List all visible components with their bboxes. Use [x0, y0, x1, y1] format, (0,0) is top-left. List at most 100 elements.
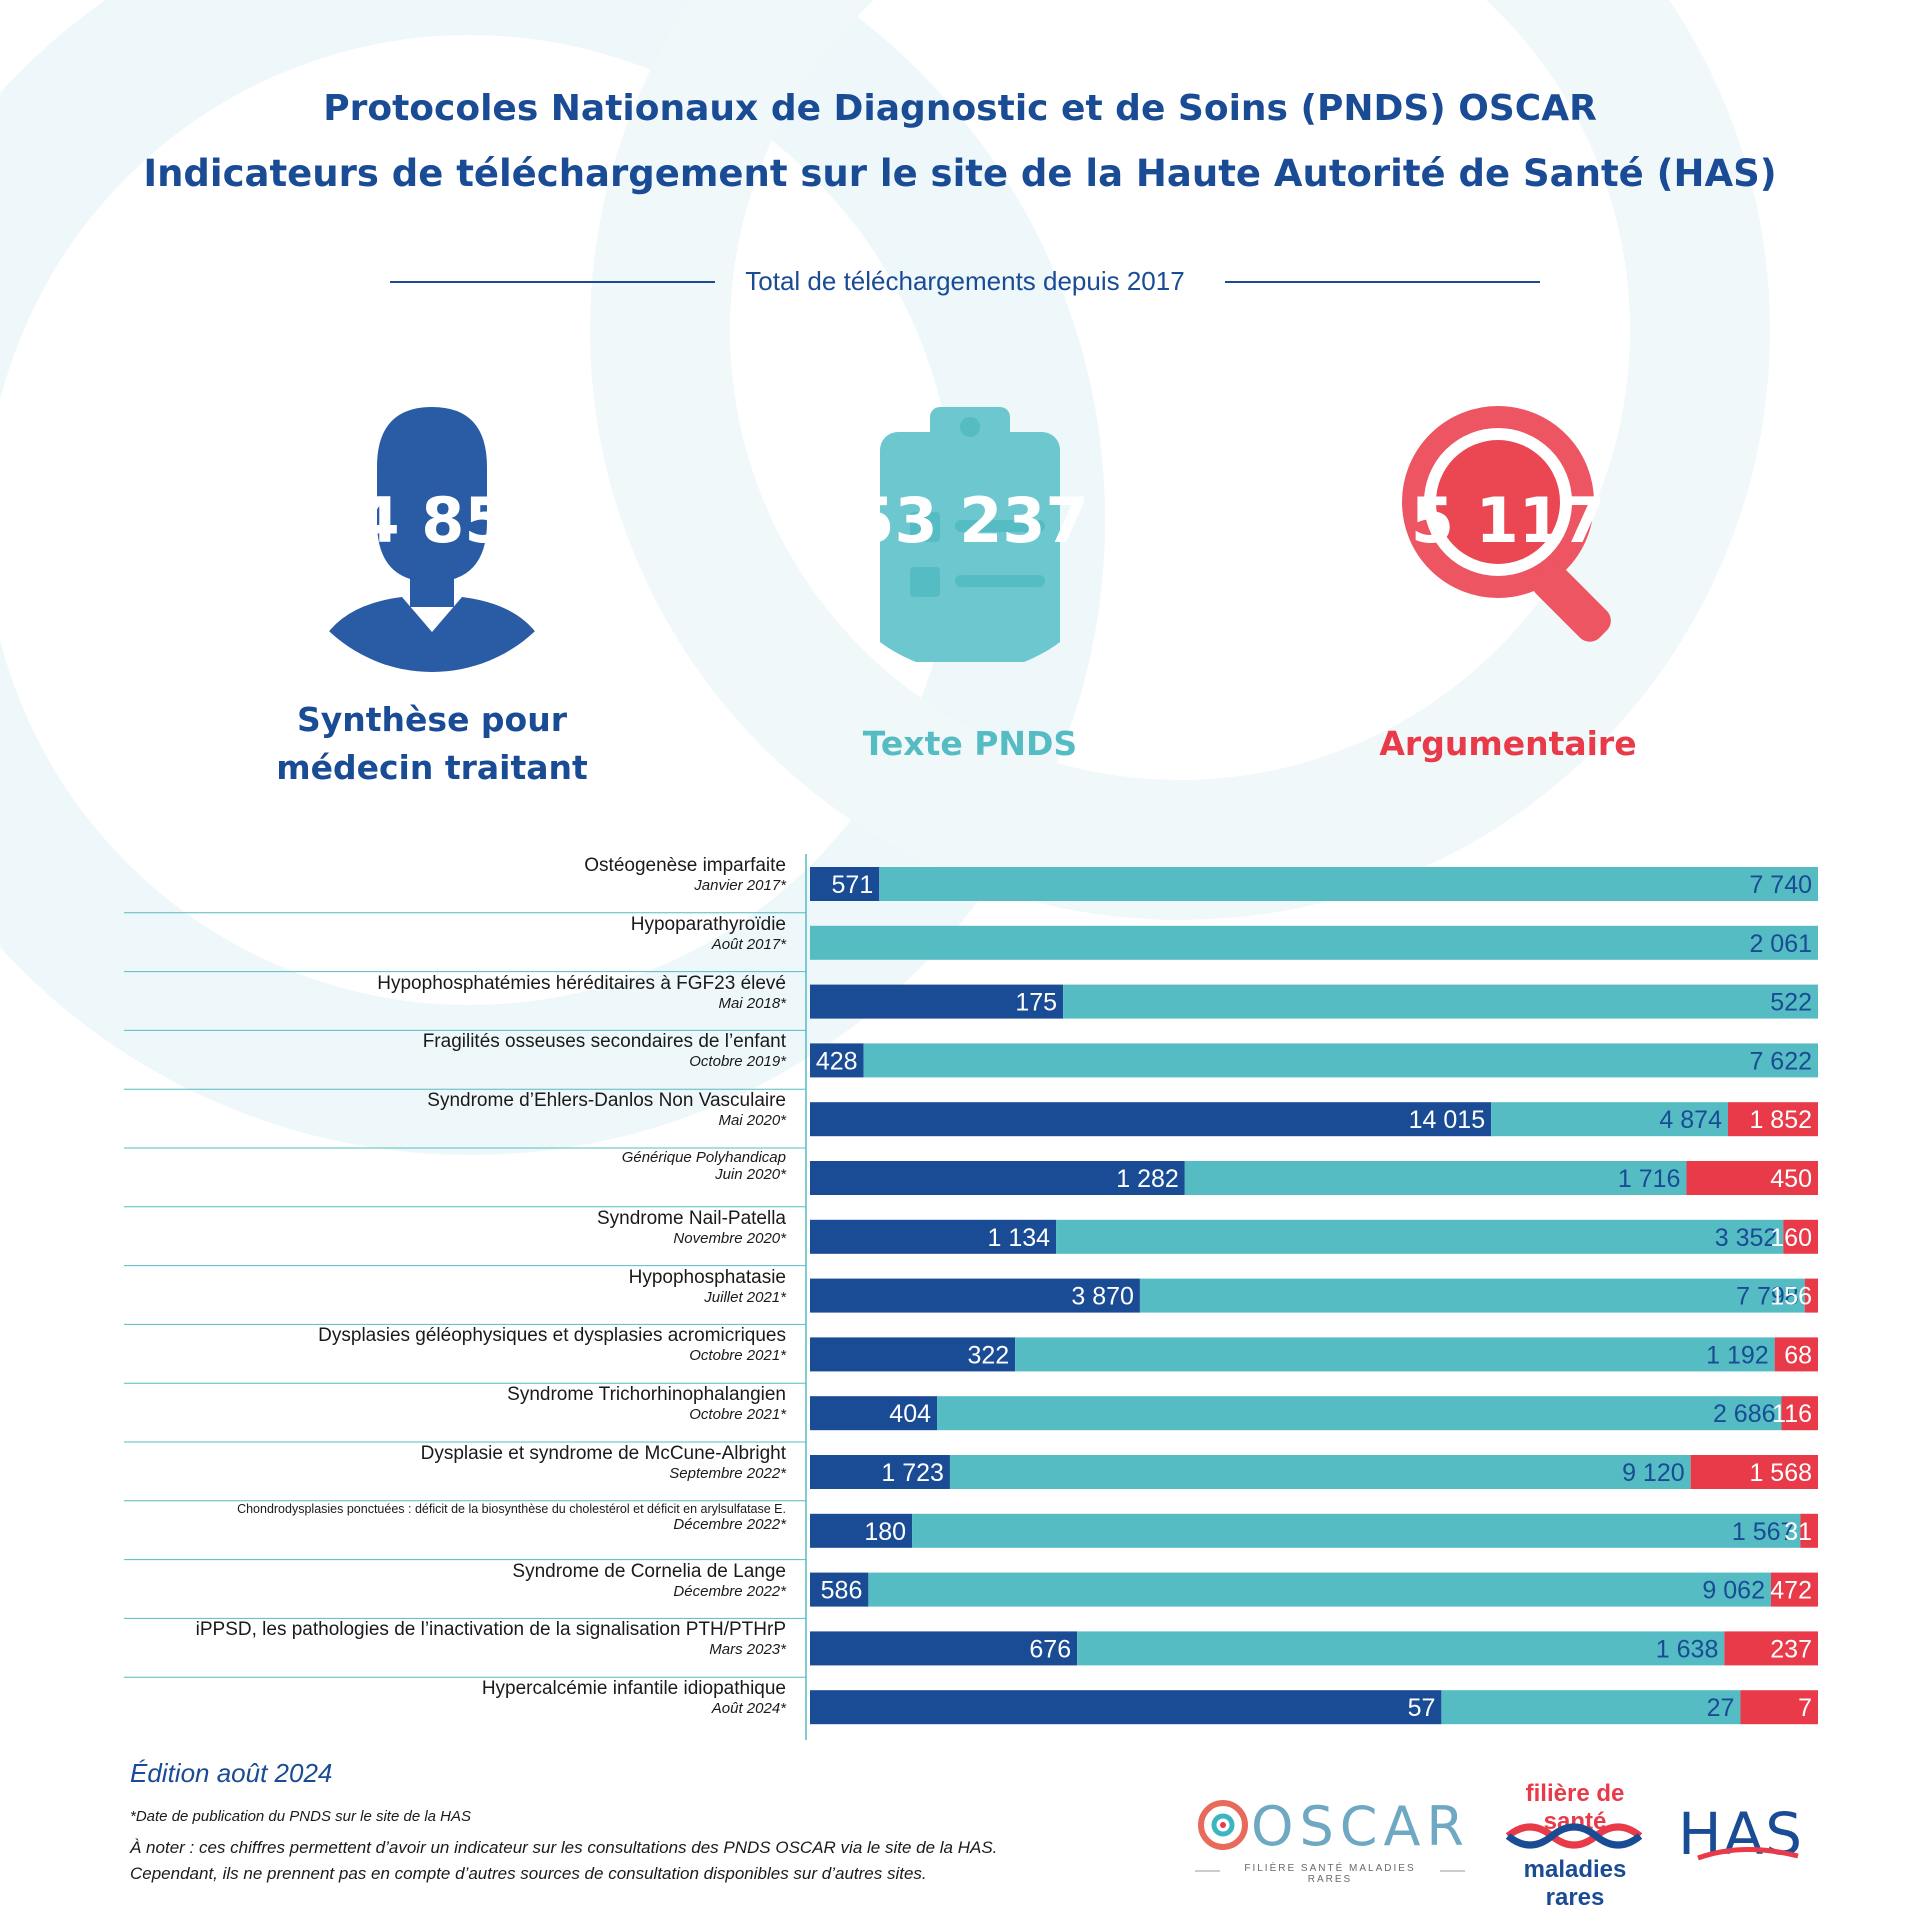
- row-label: iPPSD, les pathologies de l’inactivation…: [196, 1619, 786, 1658]
- row-label: Dysplasie et syndrome de McCune-Albright…: [421, 1443, 786, 1482]
- bar-segment-texte: [1077, 1631, 1725, 1666]
- filiere-logo: filière de santé maladies rares: [1500, 1780, 1650, 1911]
- bar-value-label: 7 622: [1749, 1047, 1812, 1075]
- row-label-name: Dysplasie et syndrome de McCune-Albright: [420, 1443, 786, 1464]
- bar-value-label: 3 870: [1071, 1283, 1134, 1311]
- bar-segment-synthese: [810, 984, 1064, 1019]
- bar-segment-synthese: [810, 1631, 1078, 1666]
- bar-segment-synthese: [810, 1278, 1140, 1313]
- total-argumentaire-circle: 5 117: [1358, 372, 1658, 672]
- bar-segment-argumentaire: [1740, 1690, 1818, 1725]
- row-label: Hypoparathyroïdie Août 2017*: [631, 914, 786, 953]
- bar-value-label: 3 352: [1715, 1224, 1778, 1252]
- bar-segment-synthese: [810, 1455, 950, 1489]
- total-synthese-value: 24 852: [313, 484, 551, 557]
- row-label-date: Mai 2020*: [718, 1112, 786, 1130]
- bar-value-label: 2 061: [1749, 930, 1812, 958]
- row-label-name: Générique Polyhandicap: [621, 1149, 786, 1166]
- subtitle-rule-left: [390, 281, 715, 283]
- bar-value-label: 676: [1029, 1635, 1071, 1663]
- bar-value-label: 1 282: [1116, 1165, 1179, 1193]
- bar-value-label: 31: [1784, 1518, 1812, 1546]
- row-label-name: Syndrome Trichorhinophalangien: [507, 1384, 786, 1406]
- row-label-date: Novembre 2020*: [673, 1229, 786, 1247]
- bar-segment-texte: [1063, 984, 1818, 1019]
- total-synthese-label: Synthèse pour médecin traitant: [232, 696, 632, 792]
- bar-value-label: 450: [1770, 1165, 1812, 1193]
- row-label-date: Décembre 2022*: [673, 1582, 786, 1600]
- row-label-name: iPPSD, les pathologies de l’inactivation…: [195, 1619, 786, 1641]
- bar-value-label: 7 798: [1736, 1283, 1799, 1311]
- bar-value-label: 522: [1770, 989, 1812, 1017]
- total-synthese-label-line2: médecin traitant: [276, 748, 588, 787]
- bar-segment-argumentaire: [1804, 1278, 1818, 1313]
- bar-segment-texte: [1441, 1690, 1741, 1725]
- filiere-logo-bottom: maladies rares: [1523, 1856, 1627, 1911]
- row-label-name: Chondrodysplasies ponctuées : déficit de…: [237, 1501, 786, 1516]
- bar-value-label: 4 874: [1659, 1106, 1722, 1134]
- bar-segment-texte: [1056, 1219, 1784, 1254]
- row-label: Syndrome Nail-Patella Novembre 2020*: [597, 1208, 786, 1247]
- bar-segment-synthese: [810, 1513, 913, 1548]
- title-line-1: Protocoles Nationaux de Diagnostic et de…: [323, 88, 1597, 129]
- publication-date-note: *Date de publication du PNDS sur le site…: [130, 1808, 472, 1825]
- oscar-logo: OSCAR FILIÈRE SANTÉ MALADIES RARES: [1195, 1785, 1465, 1885]
- bar-segment-argumentaire: [1774, 1337, 1818, 1372]
- total-argumentaire-value: 5 117: [1410, 484, 1606, 557]
- bar-value-label: 27: [1707, 1694, 1735, 1722]
- magnifier-icon: [1402, 406, 1611, 642]
- bar-value-label: 156: [1770, 1283, 1812, 1311]
- has-swoosh-icon: [1697, 1846, 1799, 1861]
- total-synthese-label-line1: Synthèse pour: [297, 700, 567, 739]
- bar-segment-synthese: [810, 1219, 1057, 1254]
- bar-value-label: 160: [1770, 1224, 1812, 1252]
- row-label: Générique Polyhandicap Juin 2020*: [622, 1149, 786, 1183]
- bar-segment-argumentaire: [1800, 1513, 1818, 1548]
- bar-segment-argumentaire: [1690, 1455, 1818, 1489]
- title-line-2: Indicateurs de téléchargement sur le sit…: [143, 152, 1777, 195]
- row-label-date: Décembre 2022*: [673, 1515, 786, 1533]
- bar-segment-synthese: [810, 1396, 938, 1431]
- row-label-date: Août 2024*: [711, 1700, 786, 1718]
- bar-segment-texte: [949, 1455, 1691, 1489]
- row-label-name: Syndrome de Cornelia de Lange: [512, 1560, 786, 1582]
- total-synthese-circle: 24 852: [282, 372, 582, 672]
- bar-value-label: 237: [1770, 1635, 1812, 1663]
- oscar-logo-subtitle: FILIÈRE SANTÉ MALADIES RARES: [1244, 1863, 1416, 1885]
- bar-value-label: 586: [821, 1577, 863, 1605]
- row-label: Fragilités osseuses secondaires de l’enf…: [423, 1031, 786, 1070]
- bar-value-label: 1 638: [1656, 1635, 1719, 1663]
- row-label: Dysplasies géléophysiques et dysplasies …: [318, 1325, 786, 1364]
- subtitle-block: Total de téléchargements depuis 2017: [390, 262, 1540, 302]
- row-label-date: Juillet 2021*: [704, 1288, 786, 1306]
- row-label-date: Octobre 2021*: [689, 1406, 786, 1424]
- row-label-date: Août 2017*: [711, 935, 786, 953]
- bar-segment-synthese: [810, 867, 880, 901]
- bar-value-label: 322: [967, 1341, 1009, 1369]
- bar-value-label: 9 120: [1622, 1459, 1685, 1487]
- bar-segment-argumentaire: [1724, 1631, 1818, 1666]
- total-texte-label: Texte PNDS: [862, 724, 1078, 763]
- row-label-name: Syndrome d’Ehlers-Danlos Non Vasculaire: [427, 1090, 786, 1112]
- bar-value-label: 2 686: [1713, 1400, 1776, 1428]
- row-label-date: Octobre 2021*: [689, 1347, 786, 1365]
- row-label-date: Septembre 2022*: [669, 1465, 786, 1482]
- row-label-name: Hypophosphatasie: [628, 1266, 786, 1288]
- bar-value-label: 175: [1015, 989, 1057, 1017]
- bar-segment-synthese: [810, 1102, 1492, 1137]
- bar-value-label: 1 852: [1749, 1106, 1812, 1134]
- bar-value-label: 571: [832, 871, 874, 899]
- row-label: Hypophosphatémies héréditaires à FGF23 é…: [377, 973, 786, 1012]
- has-logo: HAS: [1678, 1800, 1808, 1870]
- bar-value-label: 1 723: [881, 1459, 944, 1487]
- bar-value-label: 428: [816, 1047, 858, 1075]
- note-line-1: À noter : ces chiffres permettent d’avoi…: [130, 1838, 998, 1857]
- bar-segment-texte: [868, 1572, 1771, 1607]
- bar-segment-texte: [1184, 1161, 1687, 1195]
- bar-value-label: 7: [1798, 1694, 1812, 1722]
- total-texte-circle: 53 237: [820, 372, 1120, 672]
- bar-segment-texte: [912, 1513, 1801, 1548]
- bar-segment-argumentaire: [1783, 1219, 1818, 1254]
- filiere-wave-icon: [1505, 1823, 1643, 1849]
- oscar-logo-text: OSCAR: [1251, 1795, 1470, 1858]
